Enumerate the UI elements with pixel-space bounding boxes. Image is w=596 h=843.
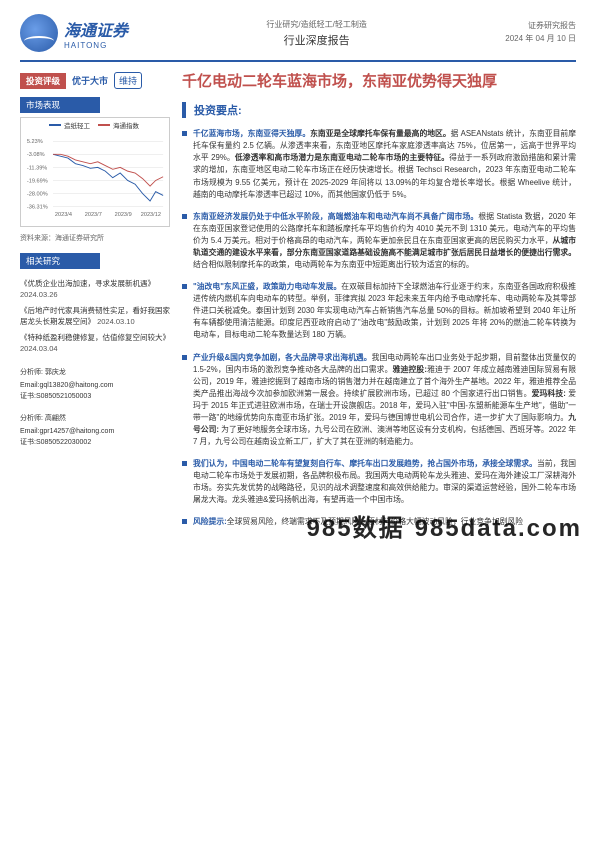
rating-label: 投资评级: [20, 73, 66, 89]
page-title: 千亿电动二轮车蓝海市场，东南亚优势得天独厚: [182, 72, 576, 92]
brand-name-cn: 海通证券: [64, 17, 128, 41]
rating-value: 优于大市: [72, 74, 108, 87]
related-item: 《优质企业出海加速，寻求发展新机遇》 2024.03.26: [20, 279, 170, 300]
analyst-cert: 证书:S0850522030002: [20, 438, 170, 449]
report-date: 2024 年 04 月 10 日: [505, 33, 576, 44]
bullet-item: "油改电"东风正盛，政策助力电动车发展。在双碳目标加持下全球燃油车行业逐于约末，…: [182, 281, 576, 341]
analyst-block: 分析师: 郭庆龙 Email:gql13820@haitong.com 证书:S…: [20, 368, 170, 449]
related-list: 《优质企业出海加速，寻求发展新机遇》 2024.03.26 《后地产时代家具消费…: [20, 279, 170, 354]
chart-source: 资料来源：海通证券研究所: [20, 233, 170, 243]
brand-name-en: HAITONG: [64, 41, 128, 50]
header-right: 证券研究报告 2024 年 04 月 10 日: [505, 20, 576, 46]
columns: 投资评级 优于大市 维持 市场表现 造纸轻工 海通指数 5.23% -3.08%…: [20, 72, 576, 539]
main-content: 千亿电动二轮车蓝海市场，东南亚优势得天独厚 投资要点: 千亿蓝海市场，东南亚得天…: [182, 72, 576, 539]
bullet-icon: [182, 131, 187, 136]
header: 海通证券 HAITONG 行业研究/造纸轻工/轻工制造 行业深度报告 证券研究报…: [20, 14, 576, 62]
svg-text:-28.00%: -28.00%: [27, 191, 48, 197]
chart-svg: 5.23% -3.08% -11.39% -19.69% -28.00% -36…: [25, 124, 165, 222]
analyst-email: Email:gql13820@haitong.com: [20, 381, 170, 392]
bullet-item: 我们认为，中国电动二轮车有望复刻自行车、摩托车出口发展趋势，抢占国外市场，承接全…: [182, 458, 576, 506]
analyst-name: 分析师: 高翩然: [20, 414, 170, 425]
header-center: 行业研究/造纸轻工/轻工制造 行业深度报告: [128, 19, 505, 48]
svg-text:2023/12: 2023/12: [141, 212, 161, 218]
logo-block: 海通证券 HAITONG: [20, 14, 128, 52]
analyst-cert: 证书:S0850521050003: [20, 392, 170, 403]
svg-text:-11.39%: -11.39%: [27, 165, 47, 171]
bullet-icon: [182, 214, 187, 219]
bullet-icon: [182, 519, 187, 524]
bullet-item: 产业升级&国内竞争加剧，各大品牌寻求出海机遇。我国电动两轮车出口业务处于起步期，…: [182, 352, 576, 449]
doc-type: 行业深度报告: [128, 32, 505, 48]
svg-text:2023/4: 2023/4: [55, 212, 72, 218]
legend-1: 造纸轻工: [64, 120, 90, 130]
related-item: 《后地产时代家具消费韧性实足，看好我国家居龙头长期发展空间》 2024.03.1…: [20, 306, 170, 327]
bullet-icon: [182, 461, 187, 466]
performance-chart: 造纸轻工 海通指数 5.23% -3.08% -11.39% -19.69% -…: [20, 117, 170, 227]
svg-text:-3.08%: -3.08%: [27, 152, 45, 158]
invest-header: 投资要点:: [182, 102, 576, 118]
bullet-icon: [182, 355, 187, 360]
svg-text:-19.69%: -19.69%: [27, 178, 48, 184]
breadcrumb: 行业研究/造纸轻工/轻工制造: [128, 19, 505, 30]
watermark: 985数据985data.com: [307, 508, 582, 543]
bullet-icon: [182, 284, 187, 289]
svg-text:2023/9: 2023/9: [115, 212, 132, 218]
svg-text:-36.31%: -36.31%: [27, 204, 48, 210]
sidebar: 投资评级 优于大市 维持 市场表现 造纸轻工 海通指数 5.23% -3.08%…: [20, 72, 170, 539]
rating-row: 投资评级 优于大市 维持: [20, 72, 170, 89]
svg-text:2023/7: 2023/7: [85, 212, 102, 218]
rating-maintain: 维持: [114, 72, 142, 89]
report-type: 证券研究报告: [505, 20, 576, 31]
chart-legend: 造纸轻工 海通指数: [49, 120, 139, 130]
bullet-item: 东南亚经济发展仍处于中低水平阶段，高端燃油车和电动汽车尚不具备广阔市场。根据 S…: [182, 211, 576, 271]
legend-2: 海通指数: [113, 120, 139, 130]
logo-icon: [20, 14, 58, 52]
perf-title: 市场表现: [20, 97, 100, 113]
svg-text:5.23%: 5.23%: [27, 139, 43, 145]
bullet-item: 千亿蓝海市场，东南亚得天独厚。东南亚是全球摩托车保有量最高的地区。据 ASEAN…: [182, 128, 576, 200]
analyst-email: Email:gpr14257@haitong.com: [20, 427, 170, 438]
related-item: 《特种纸盈利稳健修复，估值修复空间较大》 2024.03.04: [20, 333, 170, 354]
page: 海通证券 HAITONG 行业研究/造纸轻工/轻工制造 行业深度报告 证券研究报…: [0, 0, 596, 553]
analyst-name: 分析师: 郭庆龙: [20, 368, 170, 379]
related-title: 相关研究: [20, 253, 100, 269]
